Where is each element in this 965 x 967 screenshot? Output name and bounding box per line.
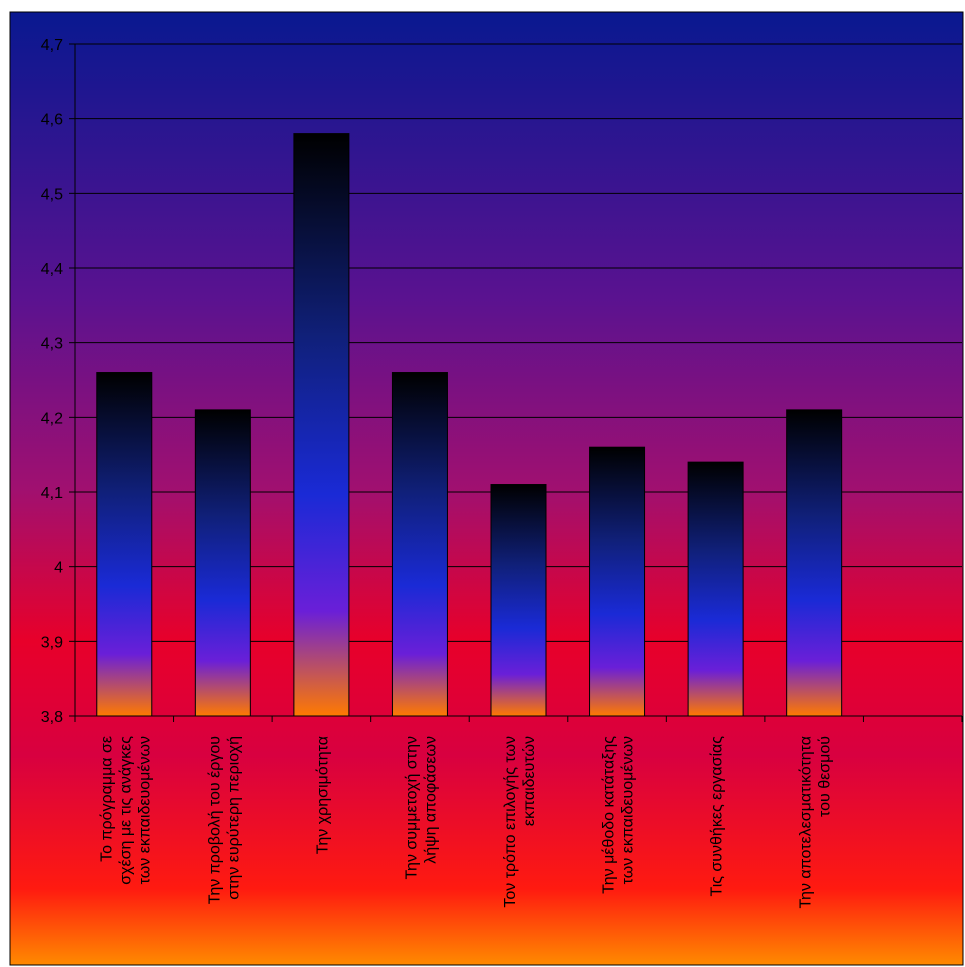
x-category-label: του θεσμού xyxy=(817,736,834,817)
x-category-label: Την αποτελεσματικότητα xyxy=(798,736,815,909)
y-tick-label: 4,3 xyxy=(41,336,63,353)
bar xyxy=(293,133,350,717)
x-category-label: των εκπαιδευομένων xyxy=(136,736,153,884)
y-tick-label: 4 xyxy=(54,560,63,577)
x-category-label: στην ευρύτερη περιοχή xyxy=(225,736,242,900)
y-tick-label: 4,6 xyxy=(41,112,63,129)
x-category-label: Την μέθοδο κατάταξης xyxy=(601,736,618,894)
bar xyxy=(589,446,646,717)
x-category-label: λήψη αποφάσεων xyxy=(422,736,439,864)
x-category-labels: Το πρόγραμμα σε σχέση με τις ανάγκες των ε… xyxy=(98,736,833,909)
bar xyxy=(96,372,153,717)
bar xyxy=(687,461,744,717)
bars xyxy=(96,133,843,717)
x-category-label: σχέση με τις ανάγκες xyxy=(117,736,134,885)
x-category-label: Την συμμετοχή στην xyxy=(403,736,420,880)
bar xyxy=(391,372,448,717)
x-category-label: εκπαιδευτών xyxy=(521,736,538,826)
bar xyxy=(786,409,843,717)
x-category-label: Τις συνθήκες εργασίας xyxy=(709,736,726,897)
y-tick-label: 4,1 xyxy=(41,485,63,502)
y-tick-labels: 3,8 3,9 4 4,1 4,2 4,3 4,4 4,5 4,6 4,7 xyxy=(41,37,63,726)
y-tick-label: 4,7 xyxy=(41,37,63,54)
x-category-label: Το πρόγραμμα σε xyxy=(98,736,115,862)
y-tick-label: 3,8 xyxy=(41,709,63,726)
y-tick-label: 4,5 xyxy=(41,186,63,203)
x-category-label: Την προβολή του έργου xyxy=(206,736,223,904)
bar xyxy=(194,409,251,717)
y-tick-label: 4,2 xyxy=(41,410,63,427)
x-category-label: Τον τρόπο επιλογής των xyxy=(502,736,519,908)
x-category-label: Την χρησιμότητα xyxy=(314,736,331,854)
x-category-label: των εκπαιδευομένων xyxy=(620,736,637,884)
bar xyxy=(490,484,547,717)
y-tick-label: 4,4 xyxy=(41,261,63,278)
y-tick-label: 3,9 xyxy=(41,634,63,651)
